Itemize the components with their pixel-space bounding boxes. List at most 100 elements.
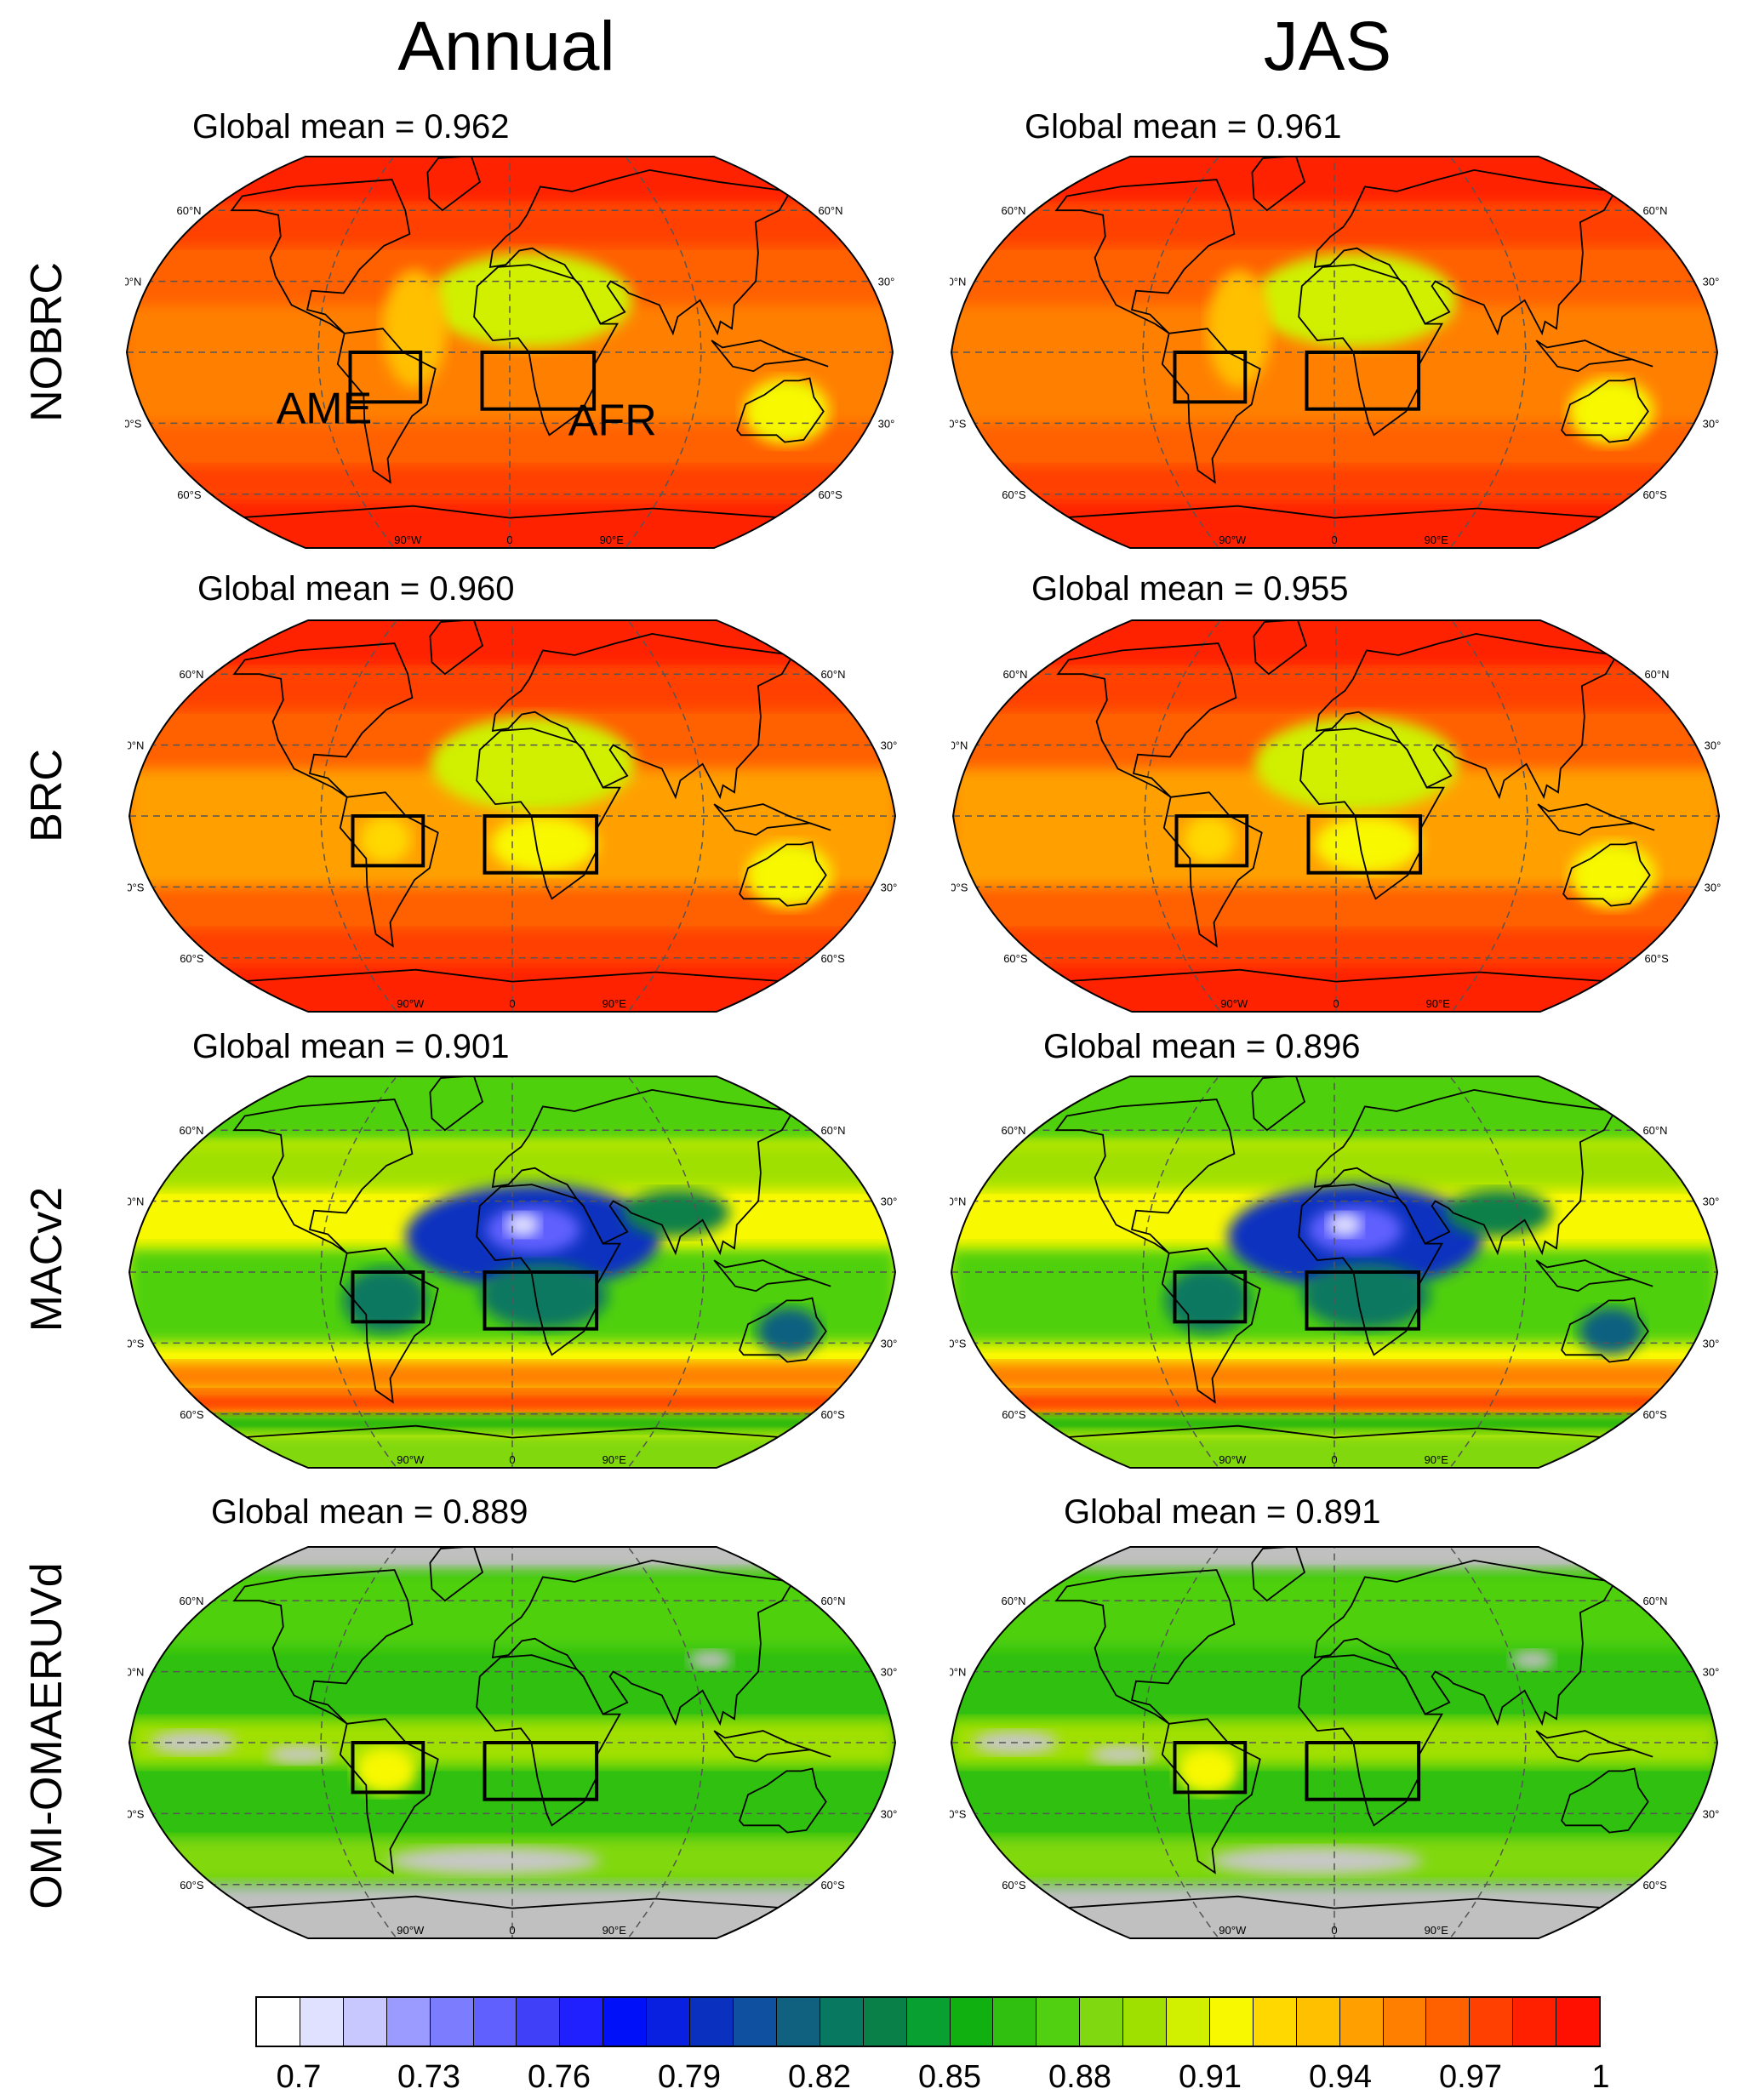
colorbar-tick-label: 0.73 <box>397 2059 460 2095</box>
latitude-label: 30°S <box>125 417 142 430</box>
colorbar <box>255 1996 1601 2047</box>
latitude-label: 60°S <box>820 1879 845 1892</box>
map-nobrc-jas: 60°N60°N30°N30°N0030°S30°S60°S60°S90°W09… <box>950 156 1719 549</box>
longitude-label: 0 <box>1331 1924 1337 1937</box>
latitude-label: 30°S <box>1703 1807 1719 1820</box>
latitude-label: 60°N <box>1003 668 1028 681</box>
latitude-label: 30°S <box>1705 881 1721 893</box>
field-band <box>127 465 893 499</box>
latitude-label: 60°N <box>1002 1124 1026 1137</box>
coastline-eu <box>491 632 795 800</box>
coastline-sa <box>339 1718 439 1875</box>
coastline-sa <box>1161 328 1261 484</box>
longitude-gridline <box>1436 1076 1527 1468</box>
field-anomaly <box>343 1267 429 1334</box>
colorbar-swatch <box>820 1998 864 2046</box>
global-mean-nobrc-annual: Global mean = 0.962 <box>192 108 510 146</box>
latitude-label: 60°S <box>1003 952 1028 965</box>
row-label-nobrc: NOBRC <box>22 262 71 422</box>
coastline-gl <box>429 1547 484 1602</box>
map-macv2-jas: 60°N60°N30°N30°N0030°S30°S60°S60°S90°W09… <box>950 1076 1719 1469</box>
longitude-label: 90°E <box>1425 1924 1449 1937</box>
longitude-label: 90°W <box>1219 1453 1247 1466</box>
latitude-label: 30°N <box>1705 739 1721 752</box>
colorbar-swatch <box>257 1998 300 2046</box>
latitude-label: 30°S <box>950 417 967 430</box>
global-mean-brc-jas: Global mean = 0.955 <box>1031 570 1349 608</box>
latitude-label: 30°S <box>1703 417 1719 430</box>
colorbar-swatch <box>430 1998 474 2046</box>
latitude-label: 60°S <box>1642 488 1667 501</box>
coastline-sa <box>1161 1718 1261 1875</box>
latitude-label: 30°S <box>951 881 968 893</box>
field-anomaly <box>1328 1213 1362 1237</box>
longitude-label: 90°E <box>1426 997 1451 1010</box>
coastline-na <box>1054 179 1236 334</box>
colorbar-swatch <box>517 1998 561 2046</box>
coastline-gl <box>426 157 482 212</box>
latitude-label: 60°S <box>177 488 202 501</box>
latitude-label: 60°N <box>820 1595 845 1607</box>
row-label-macv2: MACv2 <box>22 1186 71 1332</box>
longitude-gridline <box>320 1076 411 1468</box>
longitude-label: 0 <box>506 534 512 546</box>
coastline-eu <box>491 1559 795 1726</box>
latitude-label: 30°N <box>950 1666 966 1679</box>
latitude-label: 30°S <box>881 1807 897 1820</box>
longitude-label: 90°E <box>603 1453 627 1466</box>
coastline-an <box>235 1424 790 1468</box>
latitude-label: 60°N <box>180 668 204 681</box>
coastline-id <box>1535 1730 1653 1763</box>
coastline-sa <box>1161 1247 1261 1404</box>
map-brc-annual: 60°N60°N30°N30°N0030°S30°S60°S60°S90°W09… <box>128 619 897 1013</box>
latitude-label: 30°N <box>950 276 966 288</box>
region-label-afr: AFR <box>568 396 657 445</box>
field-anomaly <box>359 816 411 864</box>
longitude-label: 0 <box>509 997 515 1010</box>
latitude-label: 30°N <box>881 1666 897 1679</box>
colorbar-swatch <box>690 1998 734 2046</box>
coastline-gl <box>1253 620 1308 676</box>
latitude-label: 60°S <box>180 952 204 965</box>
colorbar-tick-label: 0.97 <box>1439 2059 1502 2095</box>
region-box-afr <box>1306 814 1423 875</box>
coastline-na <box>1056 642 1237 798</box>
colorbar-swatch <box>300 1998 344 2046</box>
coastline-an <box>235 968 790 1012</box>
latitude-label: 60°N <box>818 204 842 217</box>
global-mean-macv2-annual: Global mean = 0.901 <box>192 1028 510 1065</box>
longitude-gridline <box>614 1076 705 1468</box>
coastline-sa <box>1162 791 1263 948</box>
coastline-an <box>1057 1895 1612 1938</box>
coastline-gl <box>1251 1547 1306 1602</box>
coastline-gl <box>429 1076 484 1132</box>
longitude-label: 90°W <box>397 1453 425 1466</box>
colorbar-swatch <box>1513 1998 1557 2046</box>
colorbar-swatch <box>343 1998 387 2046</box>
latitude-label: 60°N <box>177 204 202 217</box>
region-box-afr <box>483 814 599 875</box>
coastline-sa <box>339 791 439 948</box>
colorbar-swatch <box>1383 1998 1427 2046</box>
row-label-brc: BRC <box>22 749 71 842</box>
region-box-ame <box>351 814 425 868</box>
field-anomaly <box>1089 1744 1154 1765</box>
coastline-au <box>1561 1297 1649 1363</box>
latitude-label: 30°N <box>951 739 968 752</box>
colorbar-swatch <box>906 1998 951 2046</box>
latitude-label: 30°N <box>128 739 144 752</box>
region-box-afr <box>1305 351 1421 411</box>
longitude-gridline <box>614 1547 705 1938</box>
colorbar-tick-label: 0.91 <box>1179 2059 1242 2095</box>
latitude-label: 30°N <box>878 276 894 288</box>
coastline-eu <box>1315 632 1619 800</box>
colorbar-tick-label: 0.82 <box>788 2059 851 2095</box>
field-band <box>129 929 895 963</box>
map-outline <box>125 156 894 549</box>
coastline-sa <box>339 1247 439 1404</box>
map-omi-jas: 60°N60°N30°N30°N0030°S30°S60°S60°S90°W09… <box>950 1546 1719 1939</box>
coastline-id <box>713 1259 831 1293</box>
coastline-eu <box>1313 1088 1617 1256</box>
field-anomaly <box>431 716 636 812</box>
colorbar-swatch <box>776 1998 820 2046</box>
